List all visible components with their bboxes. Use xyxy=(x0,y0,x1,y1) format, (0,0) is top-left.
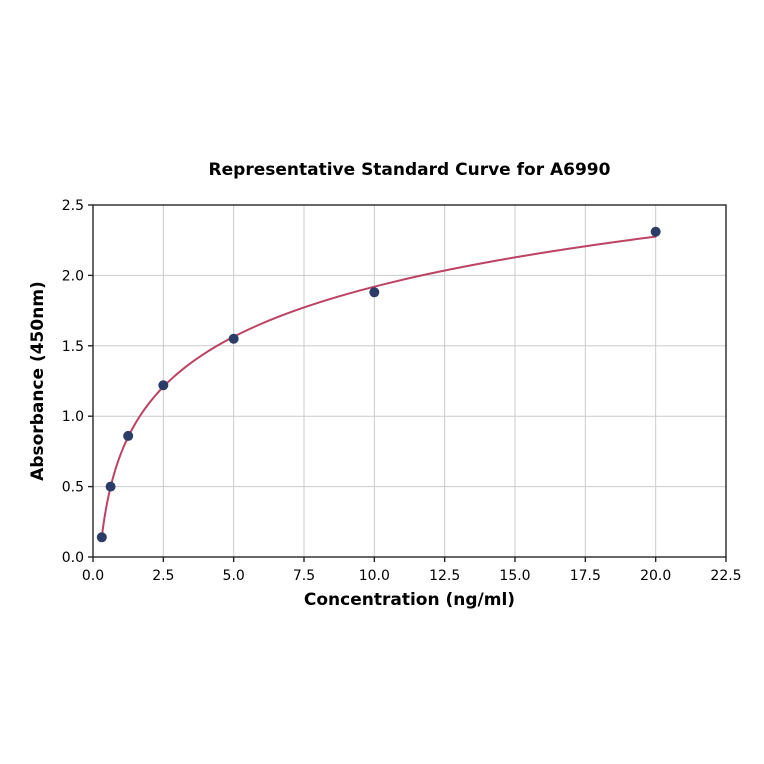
plot-border xyxy=(92,204,727,558)
x-tick-label: 2.5 xyxy=(152,568,174,584)
data-point xyxy=(158,380,169,391)
x-tick-label: 5.0 xyxy=(223,568,245,584)
y-axis-label: Absorbance (450nm) xyxy=(28,281,48,481)
data-point xyxy=(369,287,380,298)
data-point xyxy=(105,481,116,492)
x-tick-label: 12.5 xyxy=(429,568,460,584)
tick-labels: 0.0 2.5 5.0 7.5 10.0 12.5 15.0 17.5 20.0 22.5 0.0 0… xyxy=(62,198,742,584)
data-point xyxy=(650,226,661,237)
fit-curve xyxy=(100,235,657,539)
y-tick-label: 1.0 xyxy=(62,409,84,425)
grid-lines xyxy=(92,204,727,558)
y-tick-label: 1.5 xyxy=(62,339,84,355)
x-tick-label: 0.0 xyxy=(82,568,104,584)
axis-ticks xyxy=(88,204,727,562)
data-point xyxy=(123,430,134,441)
x-tick-label: 17.5 xyxy=(570,568,601,584)
data-point xyxy=(96,532,107,543)
y-tick-label: 0.0 xyxy=(62,550,84,566)
x-tick-label: 15.0 xyxy=(499,568,530,584)
y-tick-label: 2.0 xyxy=(62,268,84,284)
chart-title: Representative Standard Curve for A6990 xyxy=(208,160,611,180)
x-tick-label: 7.5 xyxy=(293,568,315,584)
y-tick-label: 2.5 xyxy=(62,198,84,214)
y-tick-label: 0.5 xyxy=(62,480,84,496)
data-points xyxy=(96,226,661,543)
x-tick-label: 10.0 xyxy=(359,568,390,584)
x-axis-label: Concentration (ng/ml) xyxy=(303,590,516,610)
x-tick-label: 20.0 xyxy=(640,568,671,584)
data-point xyxy=(228,333,239,344)
x-tick-label: 22.5 xyxy=(710,568,741,584)
